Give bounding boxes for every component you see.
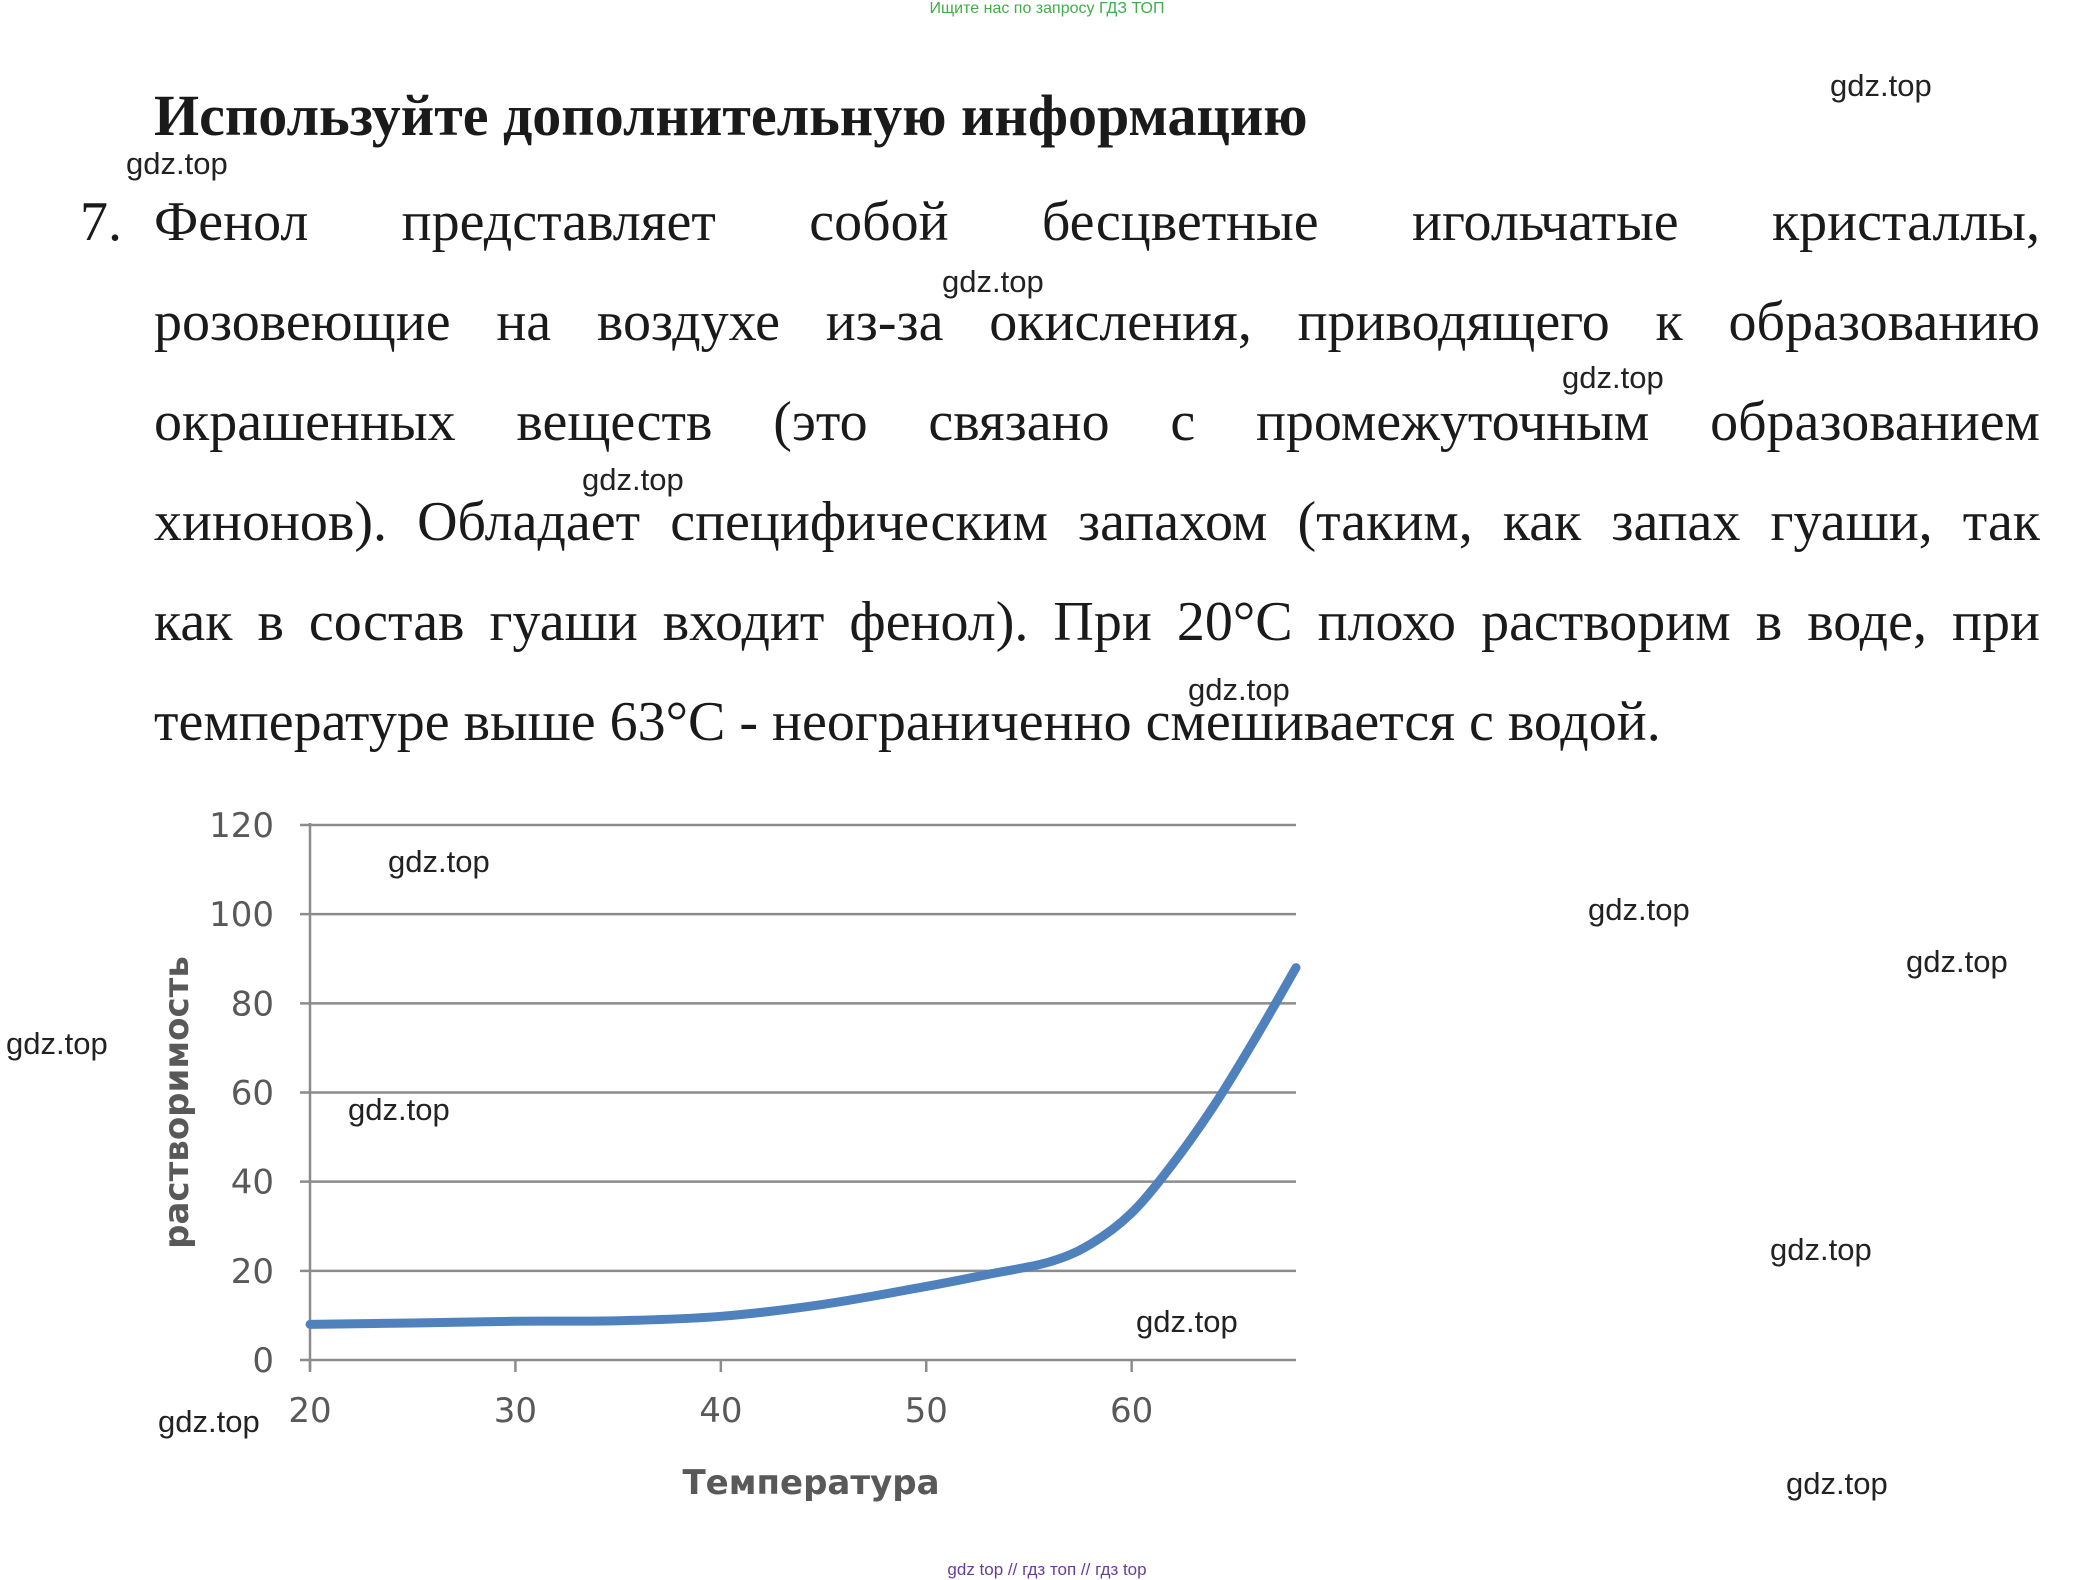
watermark: gdz.top	[1136, 1304, 1238, 1339]
watermark: gdz.top	[6, 1026, 108, 1061]
x-tick-label: 60	[1110, 1391, 1153, 1431]
watermark: gdz.top	[388, 844, 490, 879]
x-axis-label: Температура	[682, 1463, 939, 1503]
watermark: gdz.top	[1906, 944, 2008, 979]
x-tick-label: 40	[699, 1391, 742, 1431]
watermark: gdz.top	[582, 462, 684, 497]
watermark: gdz.top	[942, 264, 1044, 299]
section-heading: Используйте дополнительную информацию	[154, 83, 1308, 148]
y-tick-label: 60	[231, 1074, 274, 1114]
search-banner[interactable]: Ищите нас по запросу ГДЗ ТОП	[929, 0, 1165, 17]
watermark: gdz.top	[1588, 892, 1690, 927]
watermark: gdz.top	[158, 1404, 260, 1439]
watermark: gdz.top	[126, 146, 228, 181]
paragraph-line: как в состав гуаши входит фенол). При 20…	[154, 591, 2040, 653]
item-number: 7.	[80, 191, 122, 253]
watermark: gdz.top	[348, 1092, 450, 1127]
y-tick-label: 0	[252, 1341, 274, 1381]
x-tick-label: 30	[494, 1391, 537, 1431]
watermark: gdz.top	[1770, 1232, 1872, 1267]
y-tick-label: 40	[231, 1163, 274, 1203]
paragraph-line: розовеющие на воздухе из-за окисления, п…	[154, 291, 2040, 353]
paragraph-line: окрашенных веществ (это связано с промеж…	[154, 391, 2040, 453]
y-tick-label: 100	[209, 895, 274, 935]
y-tick-label: 20	[231, 1252, 274, 1292]
y-tick-label: 120	[209, 806, 274, 846]
watermark: gdz.top	[1830, 68, 1932, 103]
x-tick-label: 20	[288, 1391, 331, 1431]
watermark: gdz.top	[1562, 360, 1664, 395]
watermark: gdz.top	[1188, 672, 1290, 707]
x-tick-label: 50	[905, 1391, 948, 1431]
paragraph-line: Фенол представляет собой бесцветные игол…	[154, 191, 2040, 253]
footer-links[interactable]: gdz top // гдз топ // гдз top	[947, 1560, 1147, 1579]
y-axis-label: растворимость	[157, 956, 197, 1249]
paragraph-line: хинонов). Обладает специфическим запахом…	[154, 491, 2040, 553]
series-line	[305, 963, 1301, 1329]
y-tick-label: 80	[231, 984, 274, 1024]
watermark: gdz.top	[1786, 1466, 1888, 1501]
paragraph-line: температуре выше 63°C - неограниченно см…	[154, 691, 1661, 753]
